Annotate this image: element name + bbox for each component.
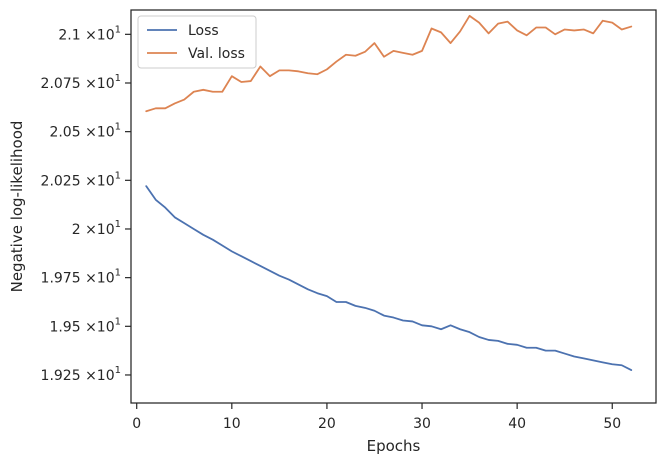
y-axis-ticks: 1.925 ×101 1.95 ×101 1.975 ×101 2 ×101 2.025… bbox=[41, 24, 131, 384]
x-tick-label: 10 bbox=[223, 416, 241, 432]
x-tick-label: 0 bbox=[132, 416, 141, 432]
legend-label-val-loss: Val. loss bbox=[188, 46, 245, 62]
x-tick-label: 20 bbox=[318, 416, 336, 432]
y-tick-label: 2.075 ×101 bbox=[41, 73, 121, 92]
y-axis-label: Negative log-likelihood bbox=[8, 121, 26, 293]
y-tick-label: 1.95 ×101 bbox=[49, 316, 121, 335]
y-tick-label: 2 ×101 bbox=[72, 219, 121, 238]
y-tick-label: 1.975 ×101 bbox=[41, 268, 121, 287]
y-tick-label: 2.1 ×101 bbox=[58, 24, 121, 43]
plot-frame bbox=[130, 9, 657, 404]
series-line-loss bbox=[145, 185, 633, 372]
plot-area bbox=[131, 10, 656, 403]
x-axis-ticks: 0 10 20 30 40 50 bbox=[132, 403, 621, 432]
legend-label-loss: Loss bbox=[188, 23, 219, 39]
x-axis-label: Epochs bbox=[367, 437, 421, 455]
y-tick-label: 1.925 ×101 bbox=[41, 365, 121, 384]
series-lines bbox=[145, 14, 633, 372]
series-line-val-loss bbox=[145, 14, 633, 113]
x-tick-label: 40 bbox=[508, 416, 526, 432]
y-tick-label: 2.05 ×101 bbox=[49, 122, 121, 141]
x-tick-label: 50 bbox=[603, 416, 621, 432]
legend-box bbox=[137, 15, 257, 69]
legend: Loss Val. loss bbox=[137, 15, 257, 69]
y-tick-label: 2.025 ×101 bbox=[41, 170, 121, 189]
x-tick-label: 30 bbox=[413, 416, 431, 432]
